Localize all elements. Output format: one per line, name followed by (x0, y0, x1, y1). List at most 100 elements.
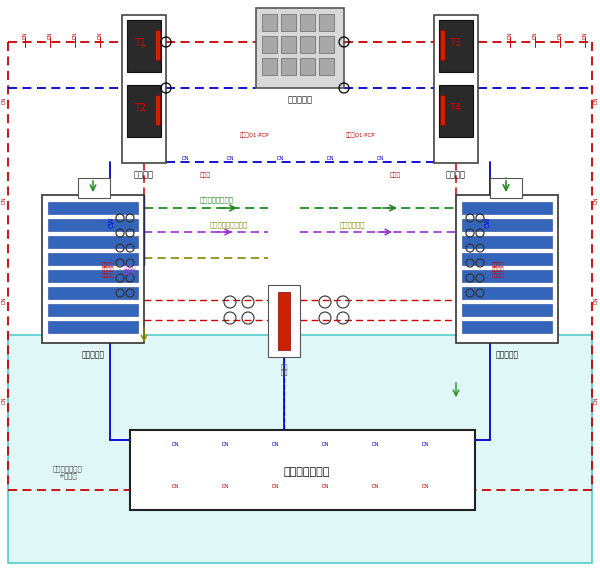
Text: DN: DN (221, 484, 229, 488)
Text: 缓冲水箱: 缓冲水箱 (446, 171, 466, 179)
Text: DN: DN (421, 441, 429, 447)
Bar (48, 236, 138, 248)
Bar (42, 195, 144, 343)
Text: T1: T1 (134, 38, 146, 48)
Bar (462, 304, 552, 316)
Text: DN: DN (97, 31, 103, 39)
Text: DN: DN (371, 441, 379, 447)
Bar (462, 253, 552, 265)
Text: T2: T2 (134, 103, 146, 113)
Bar (48, 202, 138, 214)
Bar (319, 58, 334, 75)
Bar (281, 14, 296, 31)
Bar (490, 178, 522, 198)
Text: DN: DN (1, 396, 7, 404)
Text: DN: DN (221, 441, 229, 447)
Bar (155, 30, 160, 60)
Text: DN: DN (593, 196, 599, 204)
Bar (127, 85, 161, 137)
Text: DN: DN (508, 31, 512, 39)
Text: 缓冲水箱: 缓冲水箱 (134, 171, 154, 179)
Bar (48, 270, 138, 282)
Text: DN: DN (533, 31, 538, 39)
Bar (300, 58, 315, 75)
Bar (256, 8, 344, 88)
Text: CW: CW (109, 216, 115, 228)
Bar (48, 321, 138, 333)
Text: T4: T4 (449, 103, 461, 113)
Text: DN: DN (1, 296, 7, 304)
Text: 循环泵: 循环泵 (199, 172, 211, 178)
Text: DN: DN (1, 196, 7, 204)
Text: 热水主送供水: 热水主送供水 (340, 222, 365, 229)
Text: 泳池恒温
辅助热源
管道系统: 泳池恒温 辅助热源 管道系统 (102, 262, 114, 278)
Text: DN: DN (376, 155, 384, 161)
Bar (262, 58, 277, 75)
Text: DN: DN (47, 31, 53, 39)
Bar (434, 15, 478, 163)
Bar (439, 20, 473, 72)
Text: DN: DN (271, 441, 279, 447)
Bar (462, 321, 552, 333)
Text: DN: DN (226, 155, 234, 161)
Bar (319, 14, 334, 31)
Text: 空气热能泵空气
+遮热器: 空气热能泵空气 +遮热器 (53, 465, 83, 479)
Bar (456, 195, 558, 343)
Bar (300, 14, 315, 31)
Bar (300, 36, 315, 53)
Bar (278, 292, 290, 350)
Text: 过滤
加热: 过滤 加热 (280, 364, 288, 376)
Text: DN: DN (593, 296, 599, 304)
Text: 空气源热泵: 空气源热泵 (287, 96, 313, 104)
Text: 泳池恒温主送供水: 泳池恒温主送供水 (200, 197, 234, 204)
Text: DN: DN (321, 484, 329, 488)
Bar (127, 20, 161, 72)
Bar (462, 202, 552, 214)
Bar (48, 253, 138, 265)
Bar (78, 178, 110, 198)
Bar (48, 219, 138, 231)
Text: DN: DN (371, 484, 379, 488)
Bar (440, 95, 445, 125)
Bar (262, 14, 277, 31)
Bar (462, 219, 552, 231)
Bar (281, 58, 296, 75)
Bar (462, 287, 552, 299)
Text: 热水器Q1·PCP: 热水器Q1·PCP (240, 132, 270, 138)
Text: DN: DN (557, 31, 563, 39)
Bar (462, 236, 552, 248)
Text: DN: DN (321, 441, 329, 447)
Text: DN: DN (593, 96, 599, 104)
Text: 循环泵: 循环泵 (389, 172, 401, 178)
Text: DN: DN (181, 155, 189, 161)
Bar (440, 30, 445, 60)
Text: CW: CW (485, 216, 491, 228)
Bar (155, 95, 160, 125)
Bar (130, 430, 475, 510)
Bar (48, 287, 138, 299)
Bar (439, 85, 473, 137)
Text: 热水器Q1·PCP: 热水器Q1·PCP (345, 132, 375, 138)
Bar (122, 15, 166, 163)
Text: 泳池不足时主送供水: 泳池不足时主送供水 (210, 222, 248, 229)
Bar (262, 36, 277, 53)
Text: DN: DN (421, 484, 429, 488)
Bar (462, 270, 552, 282)
Bar (48, 304, 138, 316)
Text: DN: DN (73, 31, 77, 39)
Text: 泳池恒温
辅助热源
管道系统: 泳池恒温 辅助热源 管道系统 (492, 262, 505, 278)
Bar (319, 36, 334, 53)
Text: DN: DN (271, 484, 279, 488)
Text: DN: DN (326, 155, 334, 161)
Text: DN: DN (23, 31, 28, 39)
Bar (268, 285, 300, 357)
Text: 泳池不足
辅助热源: 泳池不足 辅助热源 (124, 264, 136, 276)
Text: DN: DN (171, 484, 179, 488)
Text: 板式全焊型: 板式全焊型 (82, 350, 104, 360)
Text: DN: DN (593, 396, 599, 404)
Text: 游泳池恒温水箱: 游泳池恒温水箱 (284, 467, 330, 477)
Text: DN: DN (1, 96, 7, 104)
Text: DN: DN (171, 441, 179, 447)
Text: DN: DN (276, 155, 284, 161)
Bar (281, 36, 296, 53)
